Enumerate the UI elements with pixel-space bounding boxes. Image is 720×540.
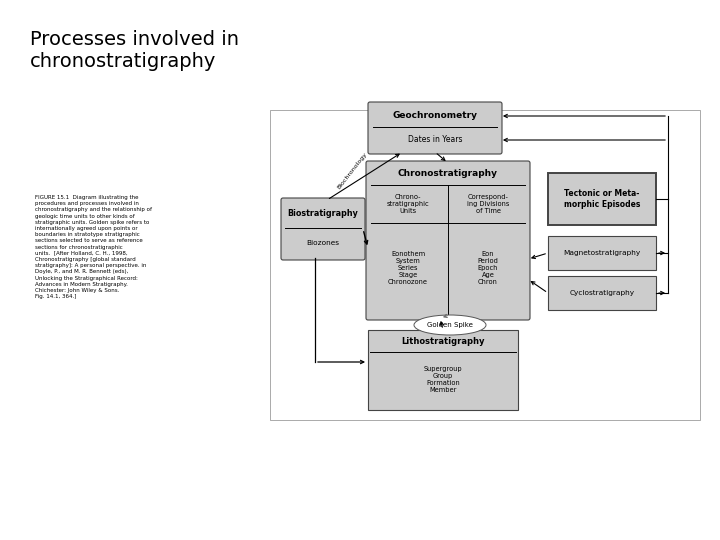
Text: Magnetostratigraphy: Magnetostratigraphy (563, 250, 641, 256)
Text: Eonothem
System
Series
Stage
Chronozone: Eonothem System Series Stage Chronozone (388, 252, 428, 286)
FancyBboxPatch shape (548, 236, 656, 270)
Ellipse shape (414, 315, 486, 335)
FancyBboxPatch shape (368, 330, 518, 410)
Text: Dates in Years: Dates in Years (408, 135, 462, 144)
FancyBboxPatch shape (548, 276, 656, 310)
Text: Biozones: Biozones (307, 240, 340, 246)
FancyBboxPatch shape (368, 102, 502, 154)
Text: Tectonic or Meta-
morphic Episodes: Tectonic or Meta- morphic Episodes (564, 190, 640, 208)
Text: Biochronology: Biochronology (337, 152, 369, 190)
Text: Correspond-
ing Divisions
of Time: Correspond- ing Divisions of Time (467, 194, 509, 214)
Text: Supergroup
Group
Formation
Member: Supergroup Group Formation Member (423, 366, 462, 393)
Text: FIGURE 15.1  Diagram illustrating the
procedures and processes involved in
chron: FIGURE 15.1 Diagram illustrating the pro… (35, 195, 152, 299)
Text: Cyclostratigraphy: Cyclostratigraphy (570, 290, 634, 296)
Text: Processes involved in
chronostratigraphy: Processes involved in chronostratigraphy (30, 30, 239, 71)
Text: Geochronometry: Geochronometry (392, 111, 477, 120)
Text: Lithostratigraphy: Lithostratigraphy (401, 336, 485, 346)
Text: Chrono-
stratigraphic
Units: Chrono- stratigraphic Units (387, 194, 429, 214)
Text: Eon
Period
Epoch
Age
Chron: Eon Period Epoch Age Chron (477, 252, 498, 286)
FancyBboxPatch shape (270, 110, 700, 420)
Text: Golden Spike: Golden Spike (427, 322, 473, 328)
FancyBboxPatch shape (281, 198, 365, 260)
FancyBboxPatch shape (548, 173, 656, 225)
FancyBboxPatch shape (366, 161, 530, 320)
Text: Chronostratigraphy: Chronostratigraphy (398, 170, 498, 179)
Text: Biostratigraphy: Biostratigraphy (287, 210, 359, 218)
